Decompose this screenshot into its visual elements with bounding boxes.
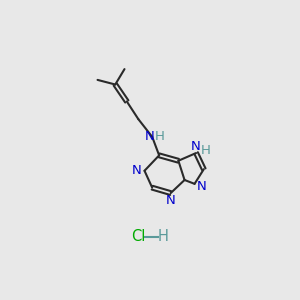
- Text: N: N: [196, 180, 206, 193]
- Text: Cl: Cl: [131, 230, 146, 244]
- Text: N: N: [190, 140, 200, 153]
- Text: H: H: [158, 230, 168, 244]
- Text: H: H: [201, 144, 211, 157]
- Text: N: N: [145, 130, 155, 143]
- Text: N: N: [132, 164, 142, 177]
- Text: N: N: [166, 194, 175, 206]
- Text: H: H: [155, 130, 165, 143]
